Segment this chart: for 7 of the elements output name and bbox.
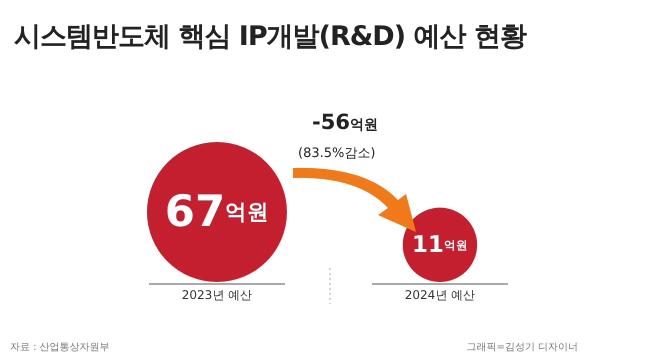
text: 그래픽=김성기 디자이너: [466, 341, 578, 354]
text: 시스템반도체 핵심 IP개발(R&D) 예산 현황: [14, 20, 526, 54]
text: 자료 : 산업통상자원부: [10, 341, 110, 354]
text: -56억원: [312, 110, 378, 134]
category-label: 2023년 예산: [182, 288, 252, 302]
category-label: 2024년 예산: [404, 288, 476, 302]
text: (83.5%감소): [298, 145, 376, 162]
